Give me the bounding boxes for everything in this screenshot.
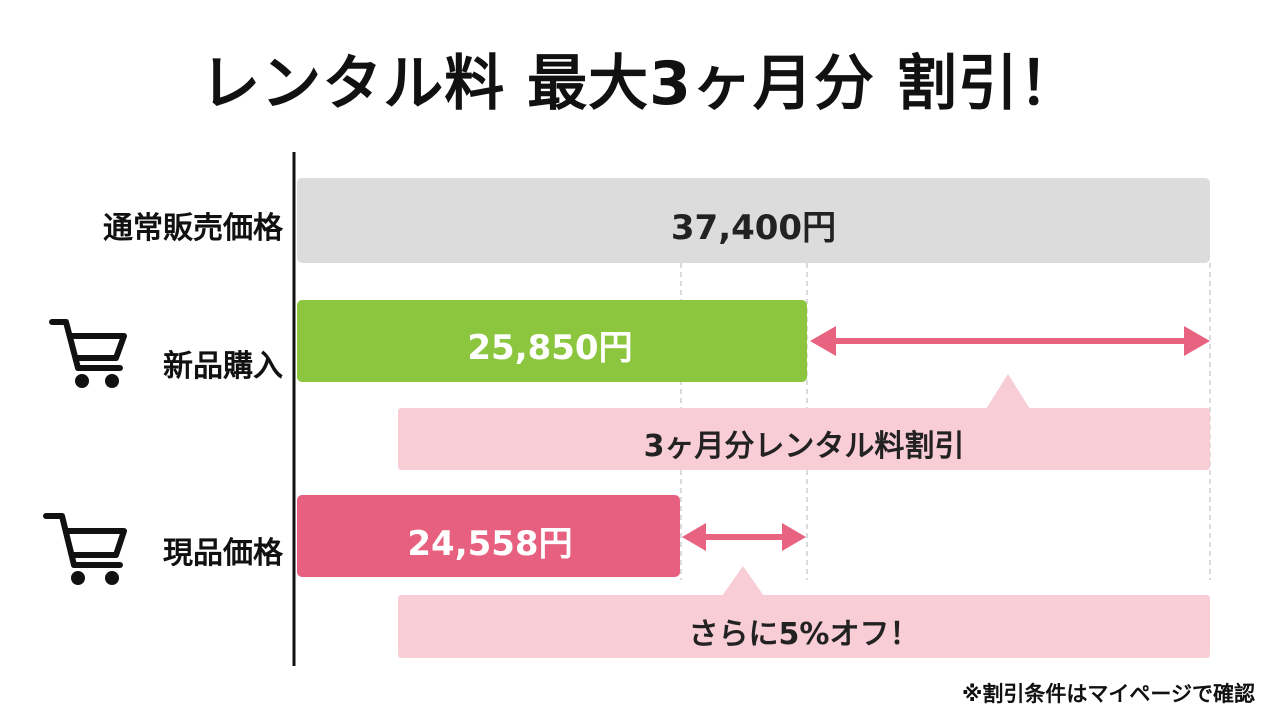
- callout-text: 3ヶ月分レンタル料割引: [643, 429, 965, 464]
- callout-box-2: [398, 566, 1210, 658]
- row-label: 通常販売価格: [103, 211, 283, 246]
- row-label: 現品価格: [163, 536, 283, 571]
- bar-current: [297, 495, 680, 577]
- bar-regular: [297, 178, 1210, 263]
- arrow-1: [810, 326, 1210, 356]
- row-label: 新品購入: [163, 349, 283, 384]
- arrow-2: [682, 523, 806, 551]
- guide-lines: [680, 263, 1211, 580]
- price: 24,558円: [407, 524, 573, 564]
- price: 37,400円: [670, 208, 837, 248]
- callout-text: さらに5%オフ！: [688, 617, 920, 652]
- title: レンタル料 最大3ヶ月分 割引！: [200, 49, 1080, 119]
- footnote: ※割引条件はマイページで確認: [962, 682, 1255, 706]
- cart-icon: [43, 513, 127, 585]
- price: 25,850円: [467, 328, 633, 368]
- callout-box-1: [398, 374, 1210, 470]
- bar-new: [297, 300, 807, 382]
- cart-icon: [49, 319, 127, 388]
